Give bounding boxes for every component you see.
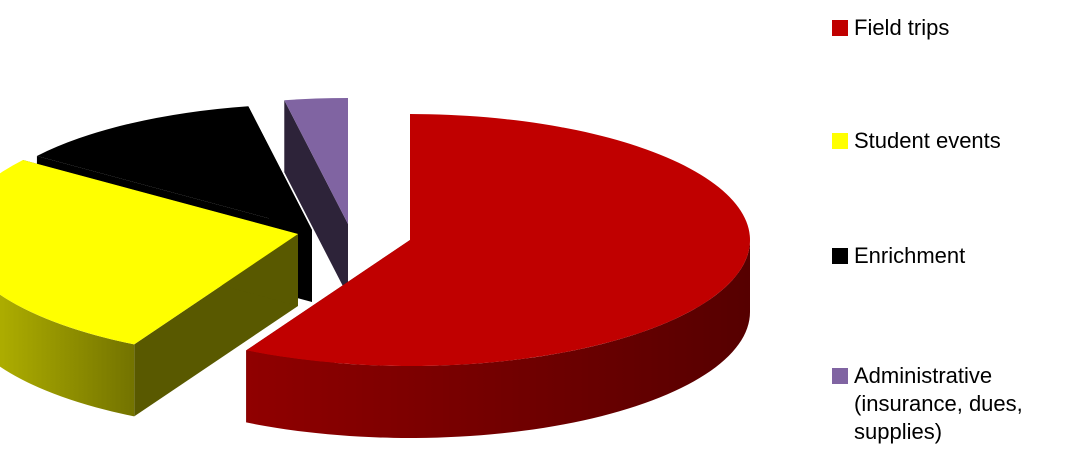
pie-slice-student-events-side-0: [0, 294, 135, 417]
legend-item-administrative: Administrative (insurance, dues, supplie…: [832, 362, 1054, 446]
pie-slice-field-trips-top: [246, 114, 750, 366]
legend-label-administrative: Administrative (insurance, dues, supplie…: [854, 363, 1023, 444]
legend-label-student-events: Student events: [854, 128, 1001, 153]
pie-slice-administrative-edge-0: [284, 100, 348, 296]
legend-swatch-field-trips: [832, 20, 848, 36]
pie-slice-student-events-top: [0, 159, 298, 345]
pie-slice-field-trips-side-0: [246, 240, 751, 438]
pie-slice-administrative-top: [284, 98, 348, 224]
legend-item-student-events: Student events: [832, 127, 1054, 155]
pie-slice-administrative: [284, 100, 348, 296]
legend-swatch-administrative: [832, 368, 848, 384]
pie-slice-enrichment-top: [36, 106, 312, 230]
legend-swatch-student-events: [832, 133, 848, 149]
pie-plot-area: [0, 98, 751, 438]
legend-item-enrichment: Enrichment: [832, 242, 1054, 270]
legend: Field trips Student events Enrichment Ad…: [832, 0, 1068, 464]
legend-label-enrichment: Enrichment: [854, 243, 966, 268]
legend-item-field-trips: Field trips: [832, 14, 1054, 42]
legend-label-field-trips: Field trips: [854, 15, 950, 40]
legend-swatch-enrichment: [832, 248, 848, 264]
